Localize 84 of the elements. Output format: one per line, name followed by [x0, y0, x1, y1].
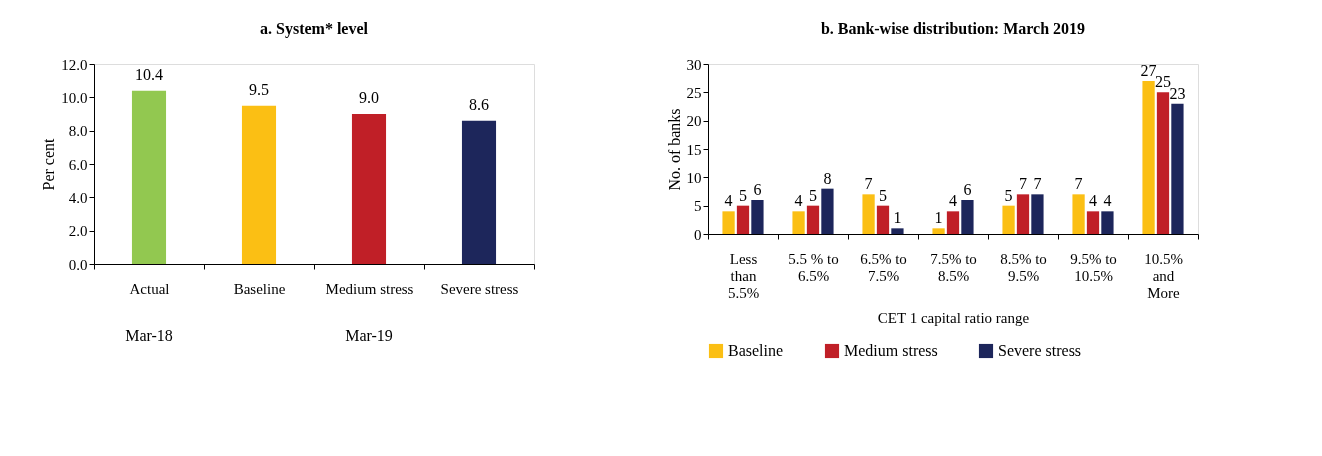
data-label: 4 [724, 192, 733, 210]
y-tick-label: 25 [686, 84, 702, 101]
data-label: 5 [879, 186, 887, 204]
bar [1002, 205, 1015, 234]
bar [751, 200, 764, 234]
data-label: 27 [1140, 62, 1157, 79]
data-label: 5 [1004, 186, 1013, 204]
bar [1101, 211, 1114, 234]
data-label: 7 [1074, 175, 1083, 193]
legend-label: Medium stress [844, 342, 938, 359]
bar [961, 200, 974, 234]
x-tick-label: Baseline [233, 280, 286, 297]
bar [722, 211, 735, 234]
y-tick-label: 8.0 [68, 123, 88, 140]
bar [1156, 92, 1170, 234]
x-tick-label: Medium stress [325, 280, 414, 297]
x-tick-label: 10.5% and More [1144, 250, 1183, 301]
bar [1031, 194, 1044, 234]
bar [241, 105, 277, 264]
bar [821, 188, 834, 234]
data-label: 7 [864, 175, 873, 193]
bar [351, 114, 387, 264]
x-tick-label: 5.5 % to 6.5% [788, 250, 839, 284]
data-label: 9.0 [359, 89, 379, 106]
bar [946, 211, 960, 234]
data-label: 7 [1033, 175, 1042, 193]
y-axis-title: Per cent [40, 137, 58, 191]
x-tick-label: 8.5% to 9.5% [1000, 250, 1047, 284]
data-label: 4 [1103, 192, 1112, 210]
data-label: 1 [893, 209, 902, 227]
x-axis-title: CET 1 capital ratio range [877, 309, 1030, 326]
y-tick-label: 4.0 [68, 189, 88, 206]
data-label: 4 [794, 192, 803, 210]
bar [862, 194, 875, 234]
text: Mar-19 [345, 327, 393, 344]
data-label: 5 [739, 186, 747, 204]
bar [131, 90, 167, 264]
y-tick-label: 0.0 [68, 256, 88, 273]
data-label: 9.5 [249, 80, 269, 98]
y-axis-title: No. of banks [665, 108, 683, 191]
data-label: 4 [1089, 192, 1097, 210]
y-tick-label: 6.0 [68, 156, 88, 173]
bar [806, 205, 820, 234]
bar [876, 205, 890, 234]
bar [792, 211, 805, 234]
bar [891, 228, 904, 234]
bar [461, 120, 497, 264]
bar [1142, 81, 1155, 234]
data-label: 6 [963, 181, 972, 198]
data-label: 4 [949, 192, 957, 210]
chart-title: a. System* level [260, 20, 369, 38]
y-tick-label: 5 [694, 198, 702, 215]
data-label: 10.4 [135, 65, 163, 83]
text: Mar-18 [125, 327, 173, 344]
x-tick-label: Less than 5.5% [727, 250, 760, 301]
x-tick-label: Severe stress [440, 280, 519, 297]
bar [1072, 194, 1085, 234]
data-label: 8.6 [469, 95, 489, 113]
x-tick-label: 6.5% to 7.5% [860, 250, 907, 284]
x-tick-label: 7.5% to 8.5% [930, 250, 977, 284]
data-label: 1 [934, 209, 943, 227]
y-tick-label: 2.0 [68, 223, 88, 240]
bar [932, 228, 945, 234]
x-tick-label: Actual [129, 280, 170, 297]
data-label: 7 [1019, 175, 1027, 193]
bar [736, 205, 750, 234]
data-label: 25 [1155, 73, 1171, 91]
data-label: 5 [809, 186, 817, 204]
y-tick-label: 10 [686, 169, 702, 186]
y-tick-label: 0 [694, 226, 702, 243]
x-tick-label: 9.5% to 10.5% [1070, 250, 1117, 284]
y-tick-label: 12.0 [61, 56, 88, 73]
data-label: 8 [823, 169, 832, 187]
y-tick-label: 30 [686, 56, 702, 73]
bar [1086, 211, 1100, 234]
bar [1016, 194, 1030, 234]
chart-title: b. Bank-wise distribution: March 2019 [820, 20, 1086, 37]
data-label: 6 [753, 181, 762, 198]
bar [1171, 103, 1184, 234]
y-tick-label: 15 [686, 141, 702, 158]
legend-label: Baseline [728, 342, 784, 359]
y-tick-label: 20 [686, 113, 702, 130]
y-tick-label: 10.0 [61, 89, 88, 106]
legend-label: Severe stress [998, 342, 1082, 359]
